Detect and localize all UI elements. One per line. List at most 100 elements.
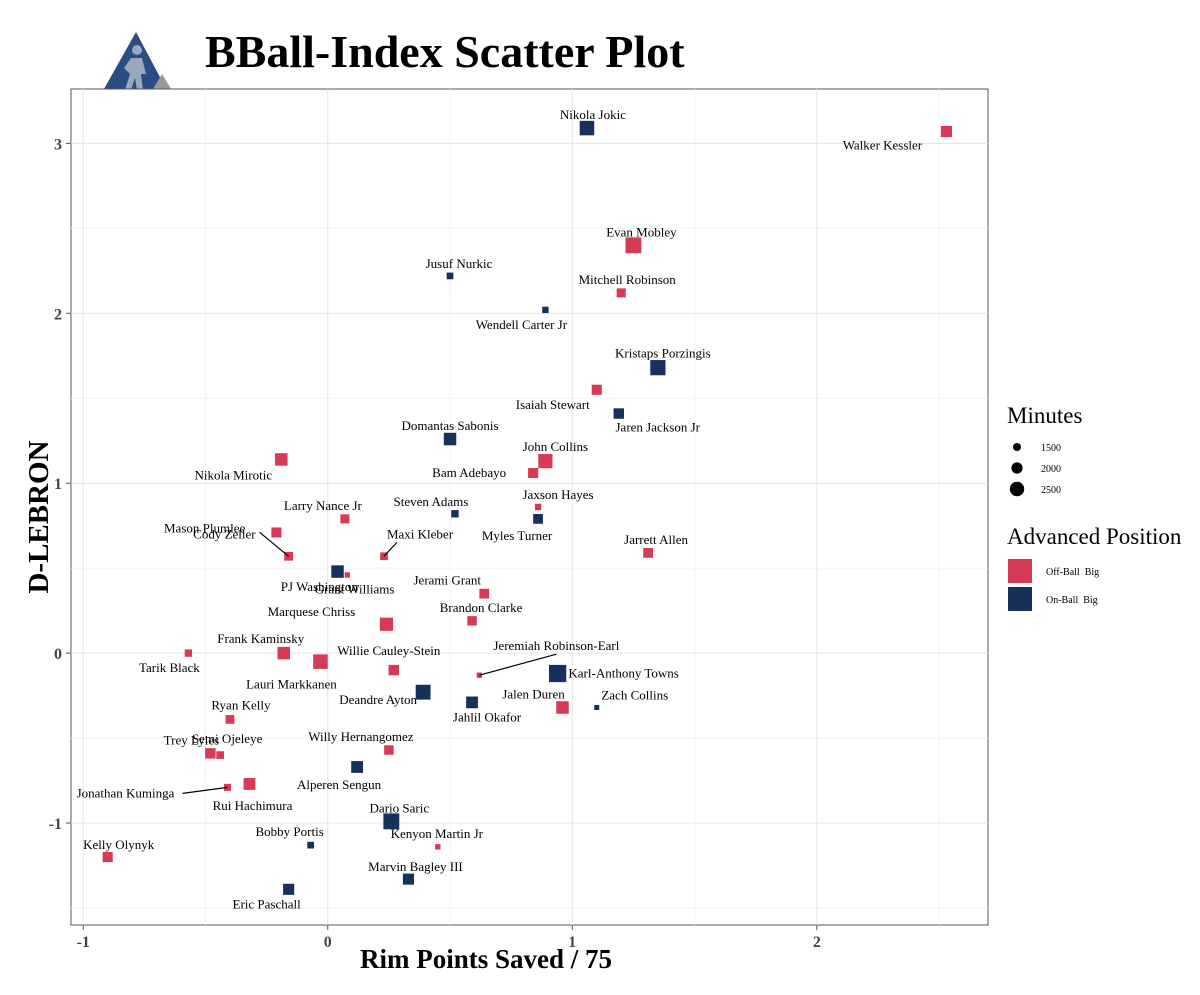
label-leader-line	[383, 541, 398, 557]
point-label: Eric Paschall	[233, 896, 302, 911]
data-point	[340, 514, 350, 524]
data-point	[271, 527, 282, 538]
point-label: Mitchell Robinson	[579, 272, 677, 287]
x-tick-label: 1	[568, 934, 576, 951]
size-legend-marker	[1011, 462, 1023, 474]
y-axis-title: D-LEBRON	[23, 440, 55, 593]
point-label: Jonathan Kuminga	[77, 785, 175, 800]
data-point	[533, 514, 543, 524]
y-tick-label: 0	[54, 646, 62, 663]
size-legend-title: Minutes	[1007, 403, 1082, 428]
grid-lines	[71, 89, 988, 925]
data-point	[549, 664, 567, 683]
bball-index-logo	[100, 32, 176, 97]
point-label: Lauri Markkanen	[246, 677, 337, 692]
point-label: Trey Lyles	[164, 732, 220, 747]
x-tick-label: 0	[324, 934, 332, 951]
point-label: Willie Cauley-Stein	[337, 643, 441, 658]
point-label: Brandon Clarke	[440, 600, 523, 615]
point-label: PJ Washington	[281, 579, 359, 594]
data-point	[625, 237, 642, 254]
point-label: Nikola Mirotic	[194, 467, 272, 482]
data-point	[379, 617, 394, 631]
data-point	[467, 616, 477, 626]
data-point	[223, 783, 232, 791]
y-tick-label: 3	[54, 136, 62, 153]
point-label: Nikola Jokic	[560, 107, 626, 122]
point-label: Frank Kaminsky	[217, 631, 305, 646]
point-label: Dario Saric	[370, 800, 430, 815]
data-point	[307, 841, 314, 849]
data-point	[383, 813, 400, 830]
data-point	[275, 453, 288, 466]
data-point	[940, 125, 952, 138]
point-label: Marquese Chriss	[268, 604, 356, 619]
point-label: Mason Plumlee	[164, 520, 245, 535]
data-points	[102, 120, 952, 895]
data-point	[277, 646, 290, 660]
data-point	[225, 715, 235, 724]
point-label: Zach Collins	[601, 688, 668, 703]
data-point	[351, 761, 364, 773]
data-point	[102, 851, 113, 863]
data-point	[579, 120, 595, 136]
point-label: Kelly Olynyk	[83, 837, 155, 852]
color-legend-swatch	[1008, 587, 1032, 611]
data-point	[435, 844, 441, 850]
color-legend-swatch	[1008, 559, 1032, 583]
color-legend: Advanced Position Off-Ball Big On-Ball Bi…	[1007, 524, 1182, 611]
point-label: Jusuf Nurkic	[426, 256, 493, 271]
data-point	[528, 467, 539, 479]
data-point	[538, 454, 553, 469]
plot-panel	[70, 88, 989, 926]
x-tick-label: 2	[813, 934, 821, 951]
point-label: Larry Nance Jr	[284, 498, 363, 513]
y-tick-label: 2	[54, 306, 62, 323]
data-point	[542, 306, 549, 314]
data-point	[479, 588, 490, 599]
point-label: Bam Adebayo	[432, 465, 506, 480]
point-label: Kristaps Porzingis	[615, 346, 711, 361]
point-label: Jalen Duren	[502, 687, 565, 702]
point-label: Kenyon Martin Jr	[391, 826, 484, 841]
size-legend-label: 2500	[1041, 485, 1061, 496]
point-label: Evan Mobley	[606, 224, 677, 239]
size-legend-label: 1500	[1041, 443, 1061, 454]
data-point	[556, 701, 569, 714]
size-legend-marker	[1009, 481, 1025, 497]
point-label: Bobby Portis	[256, 824, 324, 839]
point-label: Cody Zeller	[193, 526, 256, 541]
point-label: Marvin Bagley III	[368, 859, 463, 874]
size-legend-label: 2000	[1041, 464, 1061, 475]
point-label: Maxi Kleber	[387, 526, 454, 541]
point-label: Jaren Jackson Jr	[616, 420, 701, 435]
point-label: Jerami Grant	[414, 573, 482, 588]
data-point	[205, 748, 216, 759]
point-label: Domantas Sabonis	[401, 418, 498, 433]
point-label: Jeremiah Robinson-Earl	[493, 638, 619, 653]
point-labels: Nikola Jokic Walker Kessler Evan Mobley Jus…	[77, 107, 923, 911]
point-label: Jarrett Allen	[624, 532, 688, 547]
data-point	[594, 705, 600, 711]
point-label: Jaxson Hayes	[522, 487, 593, 502]
size-legend: Minutes 1500 2000 2500	[1007, 403, 1082, 497]
point-label: Rui Hachimura	[213, 798, 293, 813]
point-label: Wendell Carter Jr	[476, 317, 568, 332]
point-label: Karl-Anthony Towns	[568, 666, 678, 681]
data-point	[283, 883, 295, 895]
point-label: Steven Adams	[394, 494, 469, 509]
point-label: Ryan Kelly	[211, 697, 271, 712]
x-axis-title: Rim Points Saved / 75	[360, 944, 612, 974]
chart-title: BBall-Index Scatter Plot	[205, 26, 685, 77]
data-point	[534, 503, 542, 511]
color-legend-label: On-Ball Big	[1046, 595, 1098, 606]
point-label: Walker Kessler	[843, 137, 923, 152]
point-label: John Collins	[523, 439, 588, 454]
point-label: Isaiah Stewart	[516, 397, 590, 412]
label-leader-line	[182, 786, 228, 794]
label-leader-line	[259, 531, 290, 557]
data-point	[388, 664, 400, 676]
data-point	[613, 408, 624, 419]
point-label: Grant Williams	[315, 582, 395, 597]
data-point	[331, 565, 344, 578]
